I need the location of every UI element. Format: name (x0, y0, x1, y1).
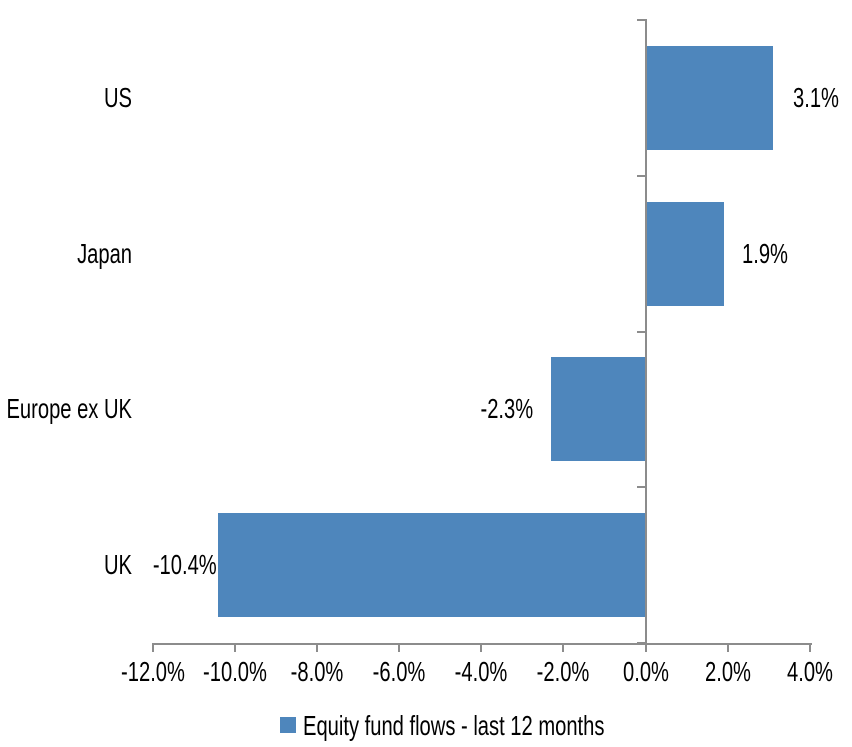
x-tick-label: -8.0% (290, 656, 344, 687)
x-tick (809, 643, 811, 652)
x-tick-label: -2.0% (537, 656, 590, 687)
bar-value-label: 3.1% (793, 81, 839, 113)
bar-japan (645, 201, 724, 306)
bar-uk (218, 513, 646, 618)
legend-label: Equity fund flows - last 12 months (303, 710, 605, 741)
bar-value-label: -2.3% (480, 393, 534, 425)
x-tick-label: 0.0% (622, 656, 669, 687)
category-tick (636, 642, 647, 644)
category-tick (636, 486, 647, 489)
category-label-us: US (103, 81, 132, 113)
x-tick (151, 643, 154, 652)
bar-value-label: 1.9% (741, 237, 788, 269)
x-tick-label: -10.0% (202, 656, 267, 687)
legend-swatch-icon (280, 717, 296, 733)
x-tick-label: 4.0% (787, 656, 833, 687)
bar-value-label: -10.4% (152, 549, 217, 581)
x-tick (726, 643, 729, 652)
category-tick (636, 174, 647, 177)
category-label-japan: Japan (77, 237, 132, 269)
x-tick-label: -4.0% (454, 656, 508, 687)
category-tick (636, 19, 647, 21)
category-label-uk: UK (103, 549, 132, 581)
x-tick (562, 643, 565, 652)
zero-axis-line (644, 20, 647, 645)
x-tick (480, 643, 483, 652)
x-tick-label: -6.0% (372, 656, 426, 687)
x-tick-label: -12.0% (120, 656, 185, 687)
bar-europe-ex-uk (551, 357, 646, 462)
bar-us (645, 45, 774, 150)
x-tick (233, 643, 236, 652)
x-tick (315, 643, 318, 652)
x-tick (398, 643, 401, 652)
x-tick (644, 643, 647, 652)
x-tick-label: 2.0% (704, 656, 751, 687)
category-tick (636, 330, 647, 333)
category-label-europe-ex-uk: Europe ex UK (6, 393, 132, 425)
